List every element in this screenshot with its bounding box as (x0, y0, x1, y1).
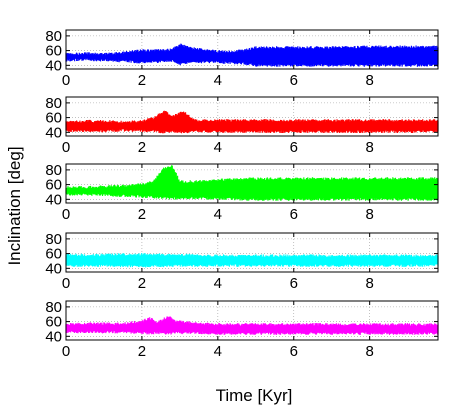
x-tick-label: 4 (214, 139, 222, 156)
x-tick-label: 8 (366, 206, 374, 223)
x-tick-label: 0 (62, 343, 70, 360)
x-tick-label: 2 (138, 275, 146, 292)
series-band (65, 43, 439, 67)
y-tick-label: 80 (45, 162, 62, 179)
y-tick-label: 60 (45, 246, 62, 263)
series-band (65, 110, 439, 134)
x-tick-label: 8 (366, 275, 374, 292)
x-tick-label: 0 (62, 206, 70, 223)
y-tick-label: 60 (45, 177, 62, 194)
x-tick-label: 4 (214, 275, 222, 292)
x-tick-label: 8 (366, 343, 374, 360)
y-tick-label: 40 (45, 191, 62, 208)
y-tick-label: 60 (45, 43, 62, 60)
x-tick-label: 0 (62, 139, 70, 156)
series-band (65, 253, 439, 268)
y-tick-label: 60 (45, 314, 62, 331)
x-tick-label: 2 (138, 206, 146, 223)
y-tick-label: 40 (45, 260, 62, 277)
x-tick-label: 4 (214, 72, 222, 89)
y-tick-label: 40 (45, 124, 62, 141)
axes-box (65, 29, 439, 70)
x-tick-label: 2 (138, 139, 146, 156)
x-tick-label: 2 (138, 72, 146, 89)
axes-box (65, 300, 439, 341)
x-axis-label: Time [Kyr] (216, 386, 293, 405)
x-tick-label: 6 (290, 206, 298, 223)
axes-box (65, 96, 439, 137)
axes-box (65, 232, 439, 273)
x-tick-label: 6 (290, 275, 298, 292)
x-tick-label: 8 (366, 72, 374, 89)
y-tick-label: 40 (45, 328, 62, 345)
series-band (65, 316, 439, 335)
x-tick-label: 6 (290, 343, 298, 360)
y-tick-label: 80 (45, 231, 62, 248)
x-tick-label: 6 (290, 139, 298, 156)
y-tick-label: 80 (45, 299, 62, 316)
x-tick-label: 4 (214, 343, 222, 360)
y-tick-label: 60 (45, 110, 62, 127)
x-tick-label: 0 (62, 275, 70, 292)
y-tick-label: 80 (45, 95, 62, 112)
series-band (65, 165, 439, 201)
x-tick-label: 2 (138, 343, 146, 360)
y-axis-label: Inclination [deg] (5, 146, 24, 265)
x-tick-label: 4 (214, 206, 222, 223)
y-tick-label: 80 (45, 28, 62, 45)
axes-box (65, 163, 439, 204)
x-tick-label: 0 (62, 72, 70, 89)
x-tick-label: 6 (290, 72, 298, 89)
x-tick-label: 8 (366, 139, 374, 156)
y-tick-label: 40 (45, 57, 62, 74)
